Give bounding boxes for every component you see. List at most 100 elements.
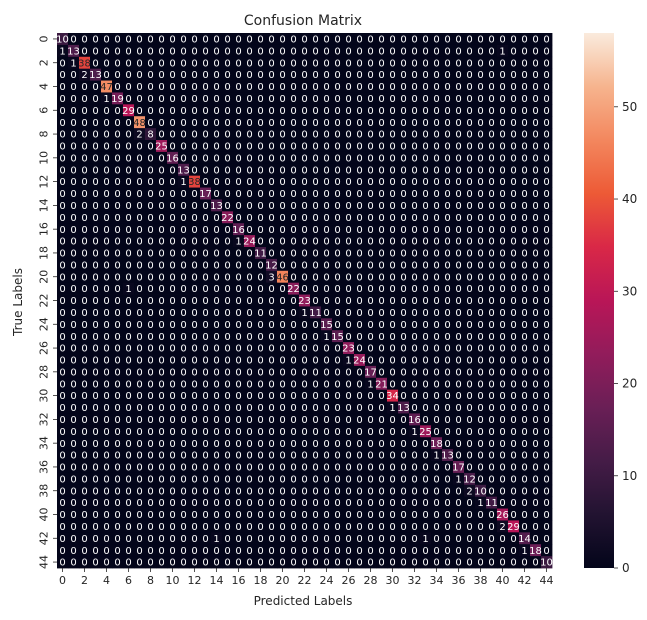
cell-value-label: 0 [345,237,351,248]
cell-value-label: 0 [59,225,65,236]
cell-value-label: 0 [147,106,153,117]
cell-value-label: 0 [202,225,208,236]
cell-value-label: 0 [323,249,329,260]
cell-value-label: 0 [466,439,472,450]
cell-value-label: 0 [169,35,175,46]
cell-value-label: 0 [543,142,549,153]
cell-value-label: 0 [59,439,65,450]
cell-value-label: 0 [444,403,450,414]
cell-value-label: 0 [257,522,263,533]
cell-value-label: 0 [466,296,472,307]
cell-value-label: 0 [246,474,252,485]
cell-value-label: 0 [411,260,417,271]
cell-value-label: 0 [279,451,285,462]
cell-value-label: 0 [510,498,516,509]
cell-value-label: 0 [411,332,417,343]
cell-value-label: 0 [400,463,406,474]
cell-value-label: 0 [378,284,384,295]
cell-value-label: 0 [136,46,142,57]
cell-value-label: 0 [136,403,142,414]
cell-value-label: 0 [444,130,450,141]
cell-value-label: 0 [224,498,230,509]
cell-value-label: 0 [444,201,450,212]
cell-value-label: 0 [103,225,109,236]
cell-value-label: 0 [92,558,98,569]
cell-value-label: 0 [301,46,307,57]
cell-value-label: 0 [169,130,175,141]
cell-value-label: 0 [367,153,373,164]
y-tick-label: 4 [38,83,51,90]
cell-value-label: 0 [59,510,65,521]
cell-value-label: 0 [191,463,197,474]
cell-value-label: 0 [521,225,527,236]
cell-value-label: 0 [367,177,373,188]
cell-value-label: 0 [510,546,516,557]
cell-value-label: 0 [312,332,318,343]
y-tick-label: 30 [38,389,51,403]
cell-value-label: 0 [103,391,109,402]
cell-value-label: 0 [499,142,505,153]
cell-value-label: 0 [169,296,175,307]
cell-value-label: 0 [356,225,362,236]
cell-value-label: 0 [191,82,197,93]
cell-value-label: 0 [59,82,65,93]
cell-value-label: 0 [70,213,76,224]
cell-value-label: 0 [191,58,197,69]
cell-value-label: 0 [400,70,406,81]
cell-value-label: 0 [400,58,406,69]
cell-value-label: 0 [521,284,527,295]
cell-value-label: 0 [543,498,549,509]
cell-value-label: 0 [92,367,98,378]
cell-value-label: 0 [169,308,175,319]
cell-value-label: 0 [158,177,164,188]
cell-value-label: 0 [136,498,142,509]
cell-value-label: 0 [114,403,120,414]
cell-value-label: 0 [521,165,527,176]
cell-value-label: 0 [466,272,472,283]
cell-value-label: 0 [356,344,362,355]
cell-value-label: 0 [532,474,538,485]
cell-value-label: 0 [345,130,351,141]
cell-value-label: 0 [433,510,439,521]
cell-value-label: 0 [202,296,208,307]
cell-value-label: 0 [543,177,549,188]
cell-value-label: 0 [444,213,450,224]
cell-value-label: 0 [268,189,274,200]
cell-value-label: 0 [268,439,274,450]
cell-value-label: 0 [268,153,274,164]
cell-value-label: 0 [301,177,307,188]
cell-value-label: 0 [224,415,230,426]
cell-value-label: 0 [532,356,538,367]
cell-value-label: 0 [136,272,142,283]
cell-value-label: 0 [466,237,472,248]
cell-value-label: 0 [136,177,142,188]
cell-value-label: 0 [455,58,461,69]
cell-value-label: 0 [466,189,472,200]
cell-value-label: 0 [59,94,65,105]
cell-value-label: 0 [70,153,76,164]
cell-value-label: 0 [466,201,472,212]
cell-value-label: 0 [59,189,65,200]
cell-value-label: 0 [532,439,538,450]
cell-value-label: 0 [411,213,417,224]
cell-value-label: 0 [70,415,76,426]
cell-value-label: 0 [389,260,395,271]
cell-value-label: 0 [543,118,549,129]
cell-value-label: 0 [81,213,87,224]
cell-value-label: 0 [180,225,186,236]
cell-value-label: 0 [125,498,131,509]
x-tick-label: 36 [452,574,466,587]
cell-value-label: 0 [59,498,65,509]
cell-value-label: 0 [455,142,461,153]
cell-value-label: 11 [309,308,322,319]
cell-value-label: 2 [136,130,142,141]
cell-value-label: 0 [444,320,450,331]
cell-value-label: 0 [158,201,164,212]
cell-value-label: 0 [356,558,362,569]
cell-value-label: 0 [334,106,340,117]
cell-value-label: 0 [301,118,307,129]
cell-value-label: 0 [180,344,186,355]
cell-value-label: 0 [136,225,142,236]
cell-value-label: 0 [246,415,252,426]
y-tick-label: 8 [38,131,51,138]
